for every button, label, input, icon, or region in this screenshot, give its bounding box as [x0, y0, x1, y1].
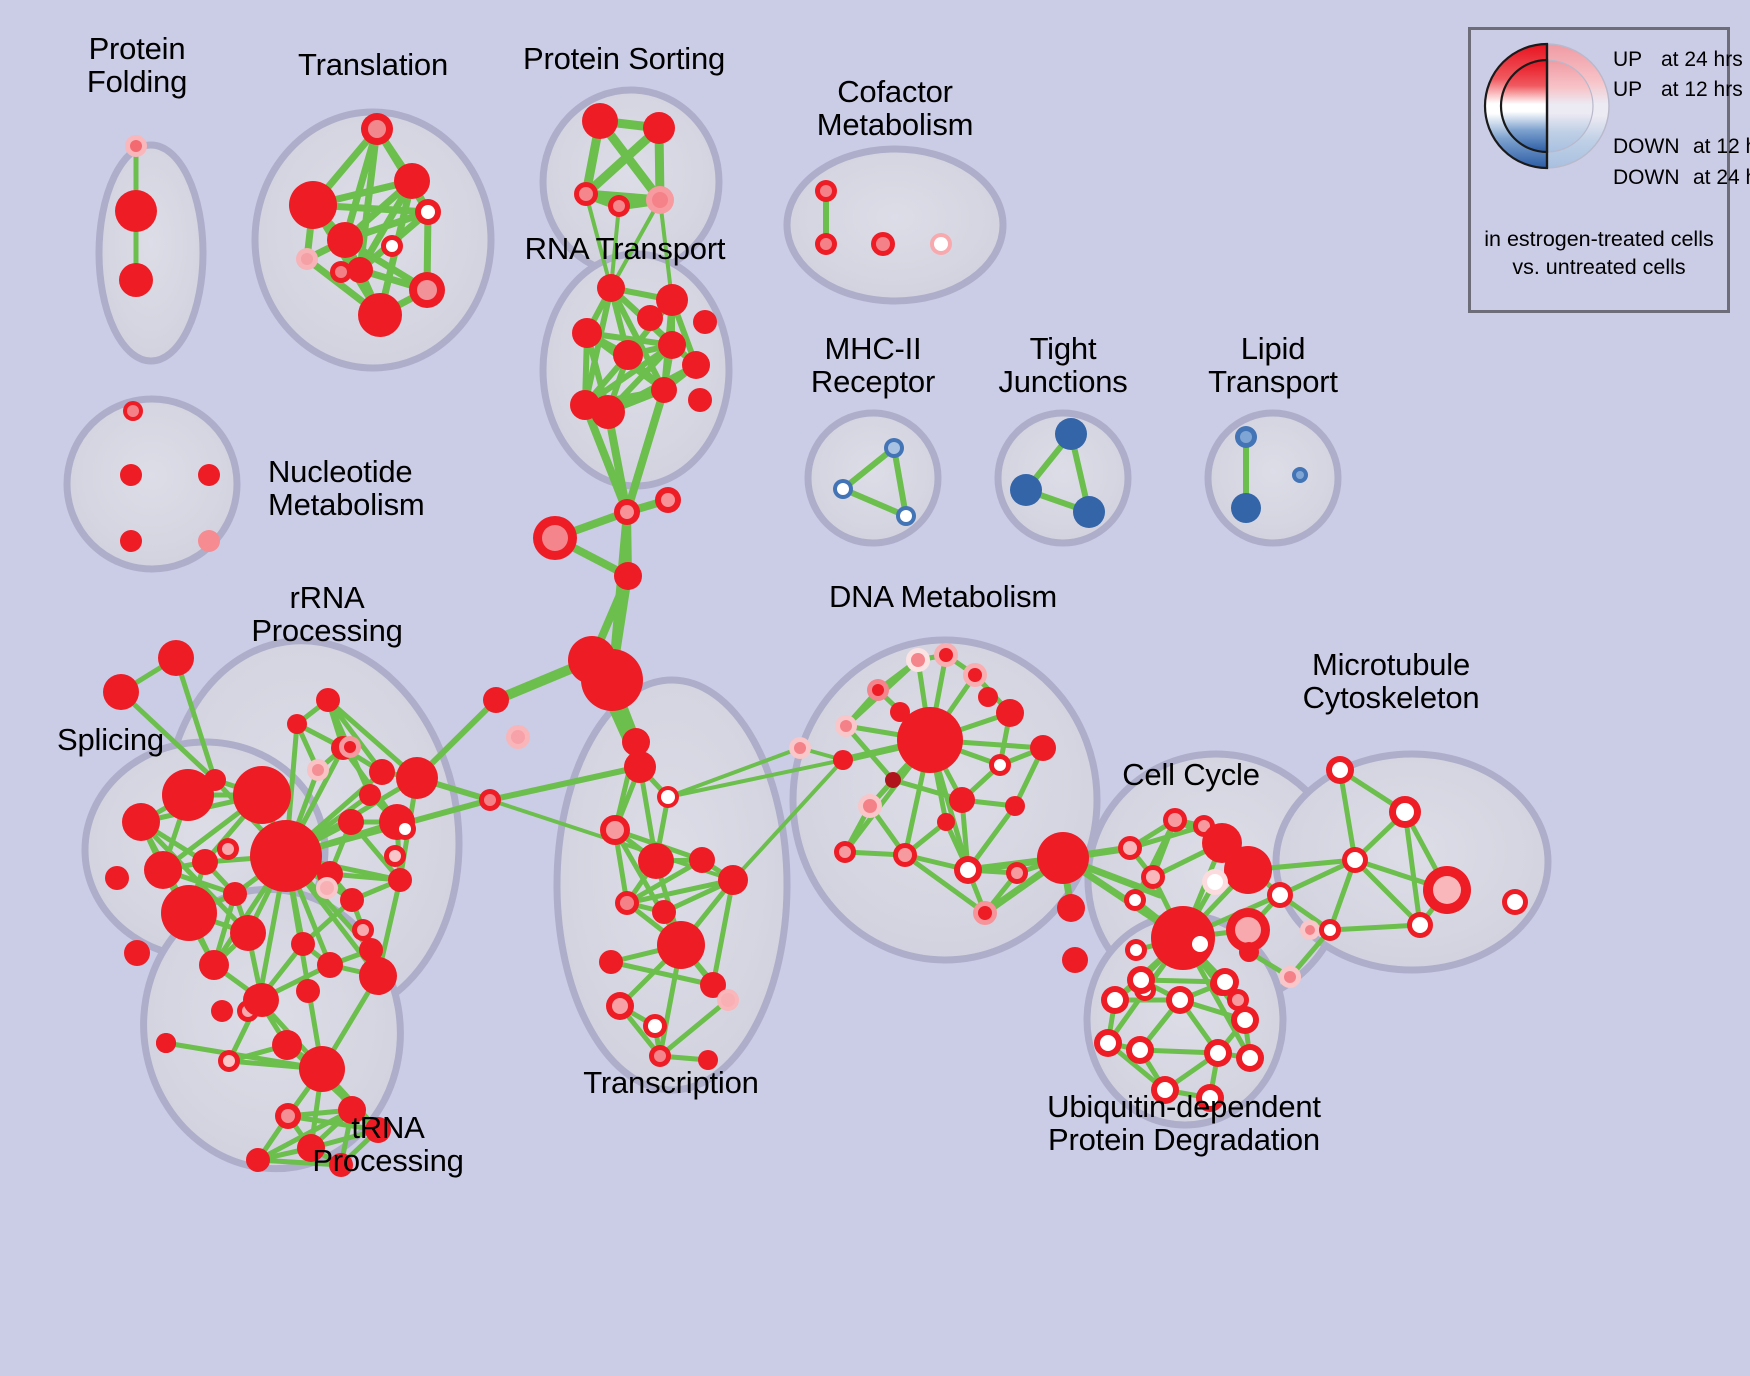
legend-time-0: at 24 hrs: [1661, 48, 1743, 71]
legend-time-2: at 12 hrs: [1693, 135, 1750, 158]
cluster-blob-cofactor: [783, 145, 1007, 305]
legend-node-diagram: [1483, 42, 1610, 170]
cluster-label-tight-junctions: Tight Junctions: [998, 331, 1128, 400]
cluster-label-protein-folding: Protein Folding: [86, 31, 188, 100]
cluster-label-ubiquitin: Ubiquitin-dependent Protein Degradation: [1047, 1089, 1321, 1158]
node: [289, 113, 445, 337]
cluster-blob-mhc: [804, 409, 942, 547]
node: [815, 180, 952, 256]
node: [574, 103, 675, 217]
cluster-label-splicing: Splicing: [57, 722, 164, 757]
cluster-label-rrna-processing: rRNA Processing: [251, 580, 403, 649]
node: [599, 729, 748, 1070]
node: [1279, 756, 1528, 988]
cluster-label-translation: Translation: [298, 47, 448, 82]
node: [479, 274, 717, 811]
legend-state-0: UP: [1613, 48, 1643, 71]
cluster-label-cofactor-metabolism: Cofactor Metabolism: [816, 74, 974, 143]
cluster-label-lipid-transport: Lipid Transport: [1208, 331, 1338, 400]
node: [115, 135, 157, 297]
cluster-label-protein-sorting: Protein Sorting: [522, 41, 726, 76]
legend-state-1: UP: [1613, 78, 1643, 101]
cluster-blob-nucleotide: [63, 395, 241, 573]
node: [789, 643, 1089, 925]
cluster-label-transcription: Transcription: [583, 1065, 759, 1100]
network-nodes: [103, 103, 1528, 1177]
cluster-label-nucleotide-metabolism: Nucleotide Metabolism: [268, 454, 425, 523]
legend-time-1: at 12 hrs: [1661, 78, 1743, 101]
cluster-label-trna-processing: tRNA Processing: [312, 1110, 464, 1179]
node: [237, 688, 438, 1022]
cluster-blob-protein-folding: [95, 141, 207, 365]
cluster-label-microtubule: Microtubule Cytoskeleton: [1302, 647, 1480, 716]
legend-footer-line1: in estrogen-treated cells: [1484, 227, 1714, 251]
node: [156, 1000, 391, 1177]
cluster-label-cell-cycle: Cell Cycle: [1122, 757, 1260, 792]
legend-panel: UP at 24 hrs UP at 12 hrs DOWN at 12 hrs…: [1468, 27, 1750, 313]
legend-footer-line2: vs. untreated cells: [1512, 255, 1686, 279]
node: [1231, 426, 1308, 523]
legend-state-2: DOWN: [1613, 135, 1680, 158]
node: [833, 438, 916, 526]
cluster-blob-lipid-transport: [1204, 409, 1342, 547]
cluster-blob-transcription: [553, 676, 791, 1094]
cluster-label-mhc-ii-receptor: MHC-II Receptor: [810, 331, 936, 400]
node: [1010, 418, 1105, 528]
cluster-label-rna-transport: RNA Transport: [524, 231, 726, 266]
node: [120, 401, 220, 552]
legend-state-3: DOWN: [1613, 166, 1680, 189]
node: [1094, 930, 1264, 1112]
cluster-label-dna-metabolism: DNA Metabolism: [828, 579, 1058, 614]
legend-time-3: at 24 hrs: [1693, 166, 1750, 189]
